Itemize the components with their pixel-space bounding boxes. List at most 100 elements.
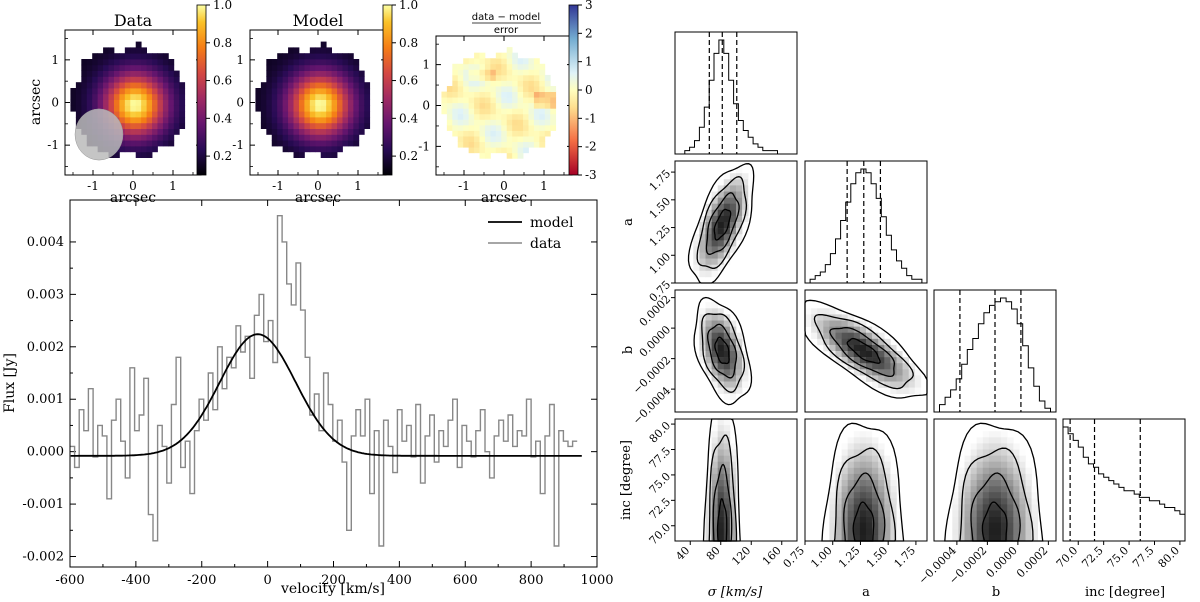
corner-density-cell xyxy=(872,381,879,388)
map-pixel xyxy=(293,53,300,60)
map-pixel xyxy=(124,117,131,124)
map-pixel xyxy=(152,76,158,83)
map-pixel xyxy=(484,58,491,65)
map-pixel xyxy=(533,119,540,126)
map-pixel xyxy=(119,93,126,100)
map-pixel xyxy=(81,88,88,95)
map-pixel xyxy=(457,97,464,104)
map-pixel xyxy=(468,124,475,131)
map-pixel xyxy=(468,136,475,143)
map-pixel xyxy=(517,136,524,143)
corner-density-cell xyxy=(711,534,718,542)
map-pixel xyxy=(364,122,371,129)
map-pixel xyxy=(288,76,294,83)
corner-xlabel-b: b xyxy=(992,585,1000,600)
corner-density-cell xyxy=(1019,534,1026,542)
map-pixel xyxy=(146,70,153,77)
map-pixel xyxy=(523,130,529,137)
map-pixel xyxy=(331,151,338,158)
map-pixel xyxy=(539,124,546,131)
map-pixel xyxy=(468,91,475,98)
corner-density-cell xyxy=(914,387,922,394)
map-pixel xyxy=(544,108,551,115)
corner-density-cell xyxy=(736,387,743,394)
map-pixel xyxy=(103,76,109,83)
map-pixel xyxy=(108,47,115,54)
corner-density-cell xyxy=(729,498,737,505)
corner-density-cell xyxy=(1031,534,1038,542)
map-pixel xyxy=(168,88,175,95)
corner-density-cell xyxy=(988,486,996,493)
corner-density-cell xyxy=(872,449,879,456)
map-pixel xyxy=(484,141,491,148)
map-pixel xyxy=(103,82,109,89)
map-pixel xyxy=(173,105,180,112)
map-pixel xyxy=(298,53,305,60)
corner-density-cell xyxy=(988,492,996,499)
map-pixel xyxy=(162,140,169,147)
map-pixel xyxy=(512,141,518,148)
corner-density-cell xyxy=(847,461,855,469)
map-pixel xyxy=(97,82,104,89)
map-pixel xyxy=(364,99,371,106)
map-pixel xyxy=(517,80,524,87)
map-pixel xyxy=(162,122,169,129)
corner-density-cell xyxy=(908,363,916,370)
colorbar-tick-label: -2 xyxy=(585,140,597,154)
map-pixel xyxy=(528,69,535,76)
corner-density-cell xyxy=(717,222,725,229)
map-pixel xyxy=(539,136,546,143)
map-pixel xyxy=(271,128,278,135)
corner-density-cell xyxy=(964,510,971,517)
map-pixel xyxy=(173,76,180,83)
corner-density-cell xyxy=(988,498,996,505)
corner-density-cell xyxy=(859,357,867,364)
map-pixel xyxy=(495,136,502,143)
map-pixel xyxy=(288,134,294,141)
map-pixel xyxy=(157,105,164,112)
corner-density-cell xyxy=(872,534,879,542)
map-pixel xyxy=(97,99,104,106)
x-tick-label: -400 xyxy=(121,573,150,588)
map-pixel xyxy=(342,105,349,112)
corner-density-cell xyxy=(742,369,749,376)
map-pixel xyxy=(266,122,273,129)
map-pixel xyxy=(162,105,169,112)
map-pixel xyxy=(331,117,338,124)
map-pixel xyxy=(124,82,131,89)
map-pixel xyxy=(135,140,142,147)
corner-density-cell xyxy=(729,528,737,536)
y-tick-label: 1 xyxy=(236,53,244,67)
map-pixel xyxy=(544,124,551,131)
map-pixel xyxy=(512,152,518,159)
map-pixel xyxy=(282,134,289,141)
corner-density-cell xyxy=(723,369,731,376)
corner-density-cell xyxy=(717,534,725,542)
map-pixel xyxy=(342,53,349,60)
map-pixel xyxy=(141,70,147,77)
corner-density-cell xyxy=(742,173,749,180)
corner-density-cell xyxy=(1013,461,1020,469)
map-pixel xyxy=(135,134,142,141)
y-tick-label: 0.002 xyxy=(27,340,64,355)
map-pixel xyxy=(309,111,316,118)
map-pixel xyxy=(501,108,508,115)
corner-density-cell xyxy=(723,344,731,352)
map-pixel xyxy=(512,74,518,81)
map-pixel xyxy=(75,111,82,118)
corner-density-cell xyxy=(817,314,824,321)
map-pixel xyxy=(506,80,513,87)
map-pixel xyxy=(293,88,300,95)
map-pixel xyxy=(331,99,338,106)
map-pixel xyxy=(92,93,99,100)
corner-density-cell xyxy=(717,455,725,462)
map-pixel xyxy=(146,99,153,106)
map-pixel xyxy=(75,117,82,124)
corner-density-cell xyxy=(817,338,824,346)
map-pixel xyxy=(146,151,153,158)
map-pixel xyxy=(342,76,349,83)
map-pixel xyxy=(506,124,513,131)
map-pixel xyxy=(457,91,464,98)
corner-density-cell xyxy=(699,326,706,333)
corner-density-cell xyxy=(878,522,885,530)
